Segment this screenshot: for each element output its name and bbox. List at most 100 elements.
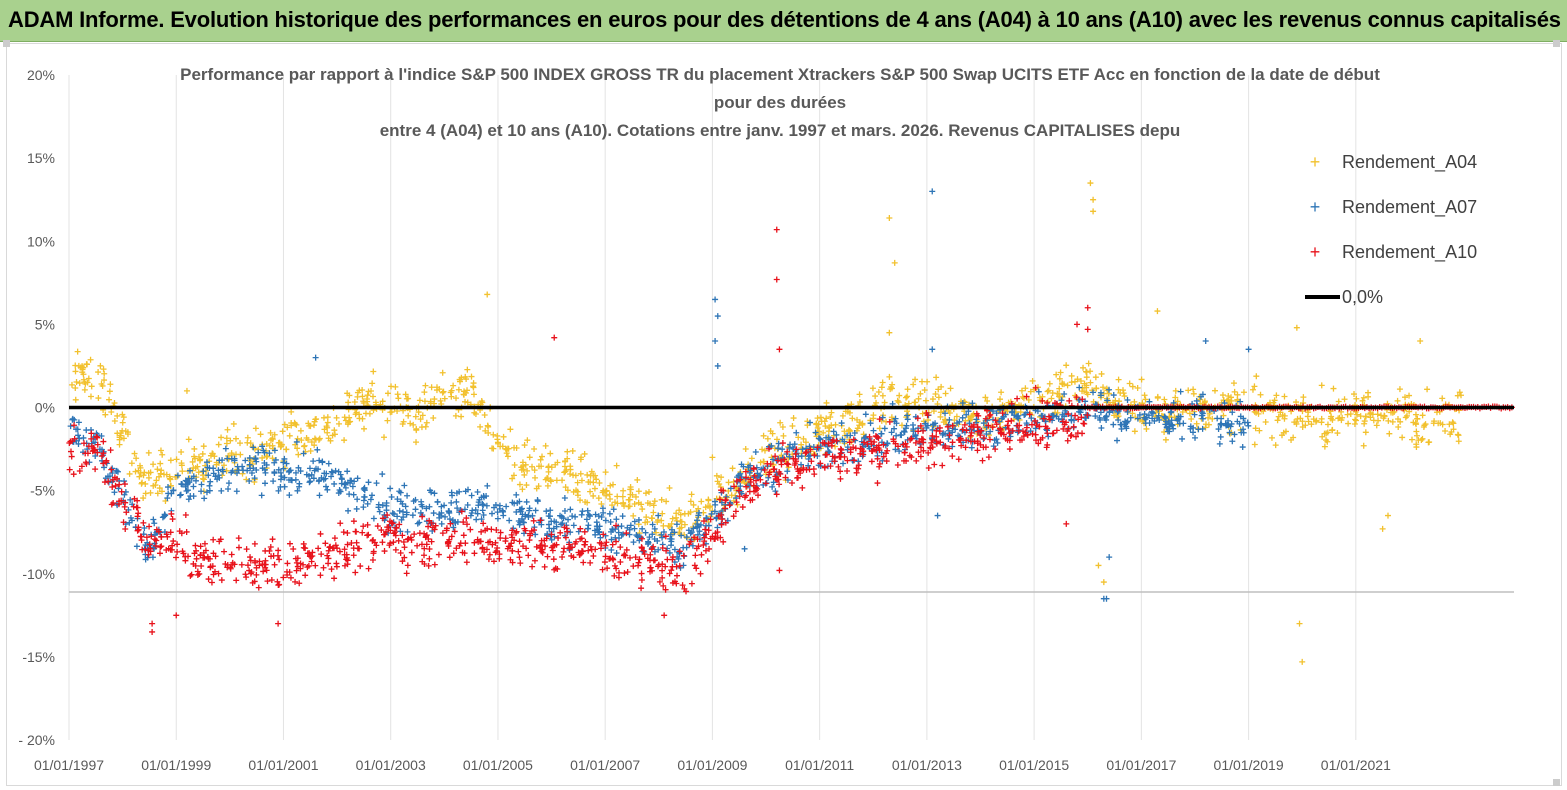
point-a07 bbox=[101, 464, 108, 471]
point-a10 bbox=[531, 557, 538, 564]
point-a07 bbox=[630, 539, 637, 546]
point-a07 bbox=[607, 518, 614, 525]
point-a07 bbox=[1058, 397, 1065, 404]
point-a10 bbox=[134, 497, 141, 504]
point-a10 bbox=[753, 477, 760, 484]
point-a10 bbox=[680, 552, 687, 559]
point-a04 bbox=[638, 501, 645, 508]
point-a10 bbox=[1044, 399, 1051, 406]
point-a10 bbox=[913, 457, 920, 464]
point-a04 bbox=[1454, 431, 1461, 438]
point-a07-outlier bbox=[1245, 346, 1252, 353]
point-a07 bbox=[737, 483, 744, 490]
point-a10 bbox=[1004, 422, 1011, 429]
point-a04 bbox=[742, 445, 749, 452]
point-a10 bbox=[483, 546, 490, 553]
point-a04 bbox=[1367, 409, 1374, 416]
resize-handle-top-right[interactable] bbox=[1553, 40, 1560, 47]
point-a04 bbox=[1338, 417, 1345, 424]
point-a10 bbox=[718, 521, 725, 528]
point-a07 bbox=[454, 505, 461, 512]
point-a10 bbox=[317, 530, 324, 537]
point-a04 bbox=[1055, 391, 1062, 398]
point-a04 bbox=[875, 389, 882, 395]
point-a10 bbox=[480, 520, 487, 527]
point-a10-outlier bbox=[275, 620, 282, 627]
point-a10 bbox=[85, 443, 92, 450]
point-a07 bbox=[468, 492, 475, 499]
point-a07 bbox=[83, 427, 90, 434]
point-a07 bbox=[945, 435, 952, 442]
point-a07 bbox=[683, 544, 690, 551]
point-a04 bbox=[468, 373, 475, 380]
point-a10 bbox=[623, 546, 630, 553]
point-a04 bbox=[366, 410, 373, 417]
point-a07 bbox=[1166, 423, 1173, 430]
point-a07 bbox=[624, 524, 631, 531]
point-a04 bbox=[470, 383, 477, 390]
point-a04 bbox=[849, 415, 856, 422]
point-a04 bbox=[1077, 378, 1084, 385]
point-a04 bbox=[1384, 400, 1391, 407]
point-a04 bbox=[74, 348, 81, 355]
point-a04 bbox=[896, 392, 903, 399]
point-a10 bbox=[1036, 423, 1043, 430]
point-a04 bbox=[73, 378, 80, 385]
resize-handle-bottom-right[interactable] bbox=[1553, 779, 1560, 786]
point-a10 bbox=[71, 435, 78, 442]
point-a04 bbox=[301, 443, 308, 450]
point-a10 bbox=[93, 433, 100, 440]
point-a04 bbox=[690, 501, 697, 508]
point-a07 bbox=[646, 534, 653, 541]
point-a10 bbox=[550, 556, 557, 563]
point-a04 bbox=[1126, 380, 1133, 387]
point-a07 bbox=[718, 499, 725, 506]
point-a10 bbox=[405, 535, 412, 542]
point-a07 bbox=[1110, 421, 1117, 428]
point-a04 bbox=[307, 423, 314, 430]
point-a10 bbox=[788, 480, 795, 487]
point-a07 bbox=[1101, 415, 1108, 422]
resize-handle-top-left[interactable] bbox=[3, 40, 10, 47]
point-a04 bbox=[564, 448, 571, 455]
point-a10 bbox=[700, 541, 707, 548]
point-a04 bbox=[846, 426, 853, 433]
point-a10 bbox=[698, 551, 705, 558]
point-a07 bbox=[610, 506, 617, 513]
point-a10 bbox=[794, 465, 801, 472]
point-a04 bbox=[846, 409, 853, 416]
point-a07 bbox=[814, 452, 821, 459]
point-a10 bbox=[743, 474, 750, 481]
point-a04 bbox=[145, 474, 152, 481]
point-a04 bbox=[879, 392, 886, 399]
point-a10 bbox=[352, 569, 359, 576]
point-a10 bbox=[428, 538, 435, 545]
point-a10 bbox=[432, 522, 439, 529]
point-a10 bbox=[551, 566, 558, 573]
point-a07 bbox=[870, 427, 877, 434]
point-a10 bbox=[668, 567, 675, 574]
point-a07 bbox=[92, 453, 99, 460]
point-a07 bbox=[830, 428, 837, 435]
point-a04 bbox=[603, 487, 610, 494]
point-a10 bbox=[1032, 384, 1039, 391]
point-a04 bbox=[529, 463, 536, 470]
point-a10 bbox=[799, 484, 806, 491]
point-a07 bbox=[1168, 408, 1175, 415]
point-a10 bbox=[702, 547, 709, 554]
point-a04 bbox=[545, 463, 552, 470]
point-a07 bbox=[506, 517, 513, 524]
point-a04 bbox=[1385, 417, 1392, 424]
point-a10 bbox=[1018, 436, 1025, 443]
point-a10 bbox=[900, 457, 907, 464]
point-a04 bbox=[1354, 411, 1361, 418]
point-a10 bbox=[293, 559, 300, 566]
point-a10 bbox=[833, 437, 840, 444]
point-a07 bbox=[229, 467, 236, 474]
point-a10 bbox=[228, 551, 235, 558]
point-a10 bbox=[352, 528, 359, 535]
point-a07 bbox=[74, 426, 81, 433]
point-a04 bbox=[1268, 434, 1275, 441]
point-a04 bbox=[1293, 399, 1300, 406]
